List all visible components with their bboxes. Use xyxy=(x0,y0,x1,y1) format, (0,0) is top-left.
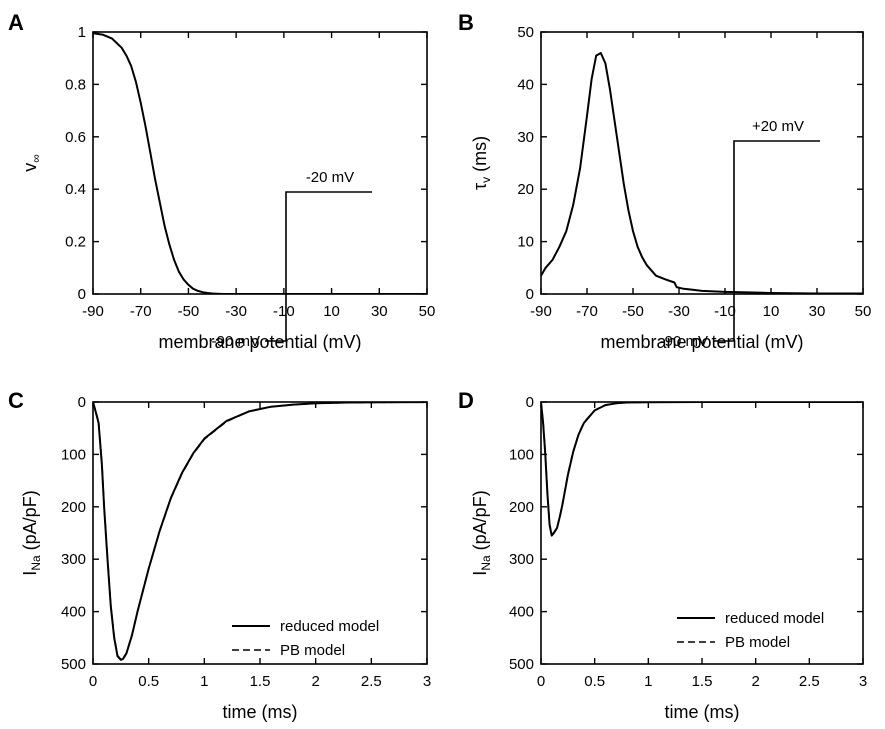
y-tick-label: 30 xyxy=(517,129,534,146)
protocol-step-trace xyxy=(713,140,820,342)
x-tick-label: 1.5 xyxy=(250,673,271,690)
step-potential-label: -20 mV xyxy=(306,169,354,186)
y-tick-label: 500 xyxy=(61,656,86,673)
y-tick-label: 300 xyxy=(61,551,86,568)
y-tick-label: 20 xyxy=(517,181,534,198)
y-tick-label: 400 xyxy=(61,604,86,621)
legend-label: PB model xyxy=(725,634,790,651)
x-tick-label: -90 xyxy=(82,303,104,320)
panel-label: C xyxy=(8,388,24,413)
x-tick-label: 1.5 xyxy=(692,673,713,690)
holding-potential-label: -90 mV xyxy=(212,333,260,350)
y-tick-label: 1 xyxy=(78,24,86,41)
series-line-curve xyxy=(93,32,427,294)
x-tick-label: -10 xyxy=(273,303,295,320)
y-tick-label: 400 xyxy=(509,604,534,621)
panel-a: A -90 -70 -50 -30 -10 10 30 50 0 0.2 0.4 0.6 0.8 1 memb… xyxy=(8,10,435,352)
legend-label: reduced model xyxy=(725,610,824,627)
plot-frame xyxy=(540,31,864,295)
x-tick-label: 50 xyxy=(419,303,436,320)
x-tick-label: -50 xyxy=(178,303,200,320)
y-tick-label: 0.4 xyxy=(65,181,86,198)
x-tick-label: -10 xyxy=(714,303,736,320)
y-axis-label: INa (pA/pF) xyxy=(20,490,43,575)
y-axis-label: v∞ xyxy=(20,154,43,172)
x-tick-label: 0.5 xyxy=(138,673,159,690)
x-axis-label: time (ms) xyxy=(665,702,740,722)
panel-label: B xyxy=(458,10,474,35)
x-tick-label: -30 xyxy=(225,303,247,320)
y-tick-label: 0.6 xyxy=(65,129,86,146)
x-tick-label: 0.5 xyxy=(584,673,605,690)
series-line-reduced-model xyxy=(541,402,863,537)
x-tick-label: 30 xyxy=(809,303,826,320)
x-axis-label: membrane potential (mV) xyxy=(158,332,361,352)
x-tick-label: 1 xyxy=(644,673,652,690)
protocol-step-trace xyxy=(265,191,372,342)
y-axis-label: INa (pA/pF) xyxy=(470,490,493,575)
legend-label: reduced model xyxy=(280,618,379,635)
y-tick-label: 500 xyxy=(509,656,534,673)
x-tick-label: 10 xyxy=(763,303,780,320)
x-axis-label: time (ms) xyxy=(223,702,298,722)
y-tick-label: 200 xyxy=(509,499,534,516)
x-tick-label: 3 xyxy=(859,673,867,690)
y-tick-label: 0 xyxy=(526,394,534,411)
x-tick-label: 3 xyxy=(423,673,431,690)
y-tick-label: 300 xyxy=(509,551,534,568)
series-line-pb-model xyxy=(93,402,427,661)
plot-frame xyxy=(92,31,428,295)
series-line-curve xyxy=(541,52,863,294)
x-tick-label: 30 xyxy=(371,303,388,320)
x-tick-label: 2.5 xyxy=(361,673,382,690)
x-tick-label: 2 xyxy=(311,673,319,690)
x-tick-label: -70 xyxy=(130,303,152,320)
x-tick-label: 10 xyxy=(323,303,340,320)
y-tick-label: 50 xyxy=(517,24,534,41)
x-tick-label: -90 xyxy=(530,303,552,320)
y-tick-label: 0.8 xyxy=(65,76,86,93)
panel-b: B -90 -70 -50 -30 -10 10 30 50 0 10 20 30 40 50 membran… xyxy=(458,10,871,352)
x-tick-label: -70 xyxy=(576,303,598,320)
y-tick-label: 0 xyxy=(78,286,86,303)
x-tick-label: 2.5 xyxy=(799,673,820,690)
y-tick-label: 10 xyxy=(517,234,534,251)
y-tick-label: 0.2 xyxy=(65,234,86,251)
y-tick-label: 100 xyxy=(509,446,534,463)
series-line-pb-model xyxy=(541,402,863,536)
holding-potential-label: -90 mV xyxy=(660,333,708,350)
legend-label: PB model xyxy=(280,642,345,659)
y-tick-label: 40 xyxy=(517,76,534,93)
x-tick-label: 1 xyxy=(200,673,208,690)
x-axis-label: membrane potential (mV) xyxy=(600,332,803,352)
x-tick-label: 0 xyxy=(89,673,97,690)
y-axis-label: τv (ms) xyxy=(470,136,493,190)
x-tick-label: 50 xyxy=(855,303,872,320)
y-tick-label: 0 xyxy=(526,286,534,303)
panel-label: A xyxy=(8,10,24,35)
y-tick-label: 100 xyxy=(61,446,86,463)
x-tick-label: 2 xyxy=(751,673,759,690)
step-potential-label: +20 mV xyxy=(752,118,804,135)
x-tick-label: 0 xyxy=(537,673,545,690)
panel-label: D xyxy=(458,388,474,413)
y-tick-label: 0 xyxy=(78,394,86,411)
x-tick-label: -30 xyxy=(668,303,690,320)
y-tick-label: 200 xyxy=(61,499,86,516)
x-tick-label: -50 xyxy=(622,303,644,320)
